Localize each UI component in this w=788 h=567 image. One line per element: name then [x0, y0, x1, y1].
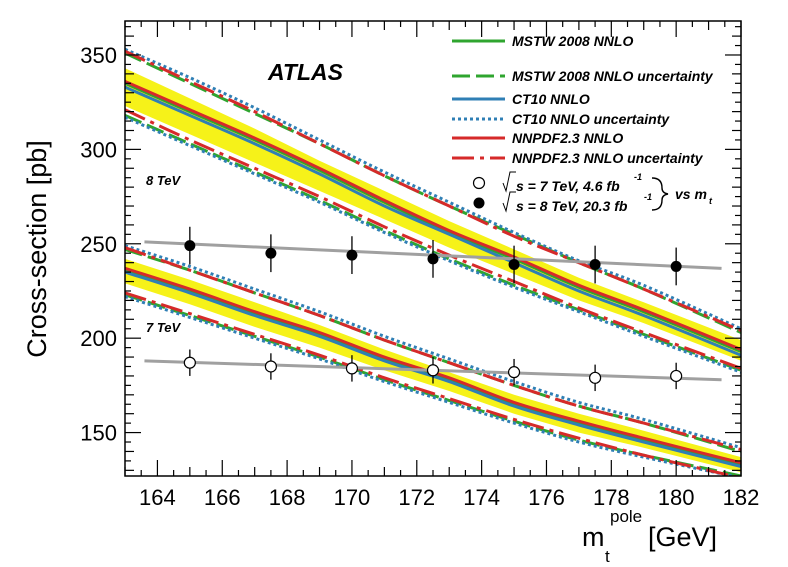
- x-axis-title-unit: [GeV]: [648, 522, 717, 552]
- data-point-s8-4: [508, 259, 520, 271]
- data-point-s7-6: [670, 369, 683, 383]
- legend-marker-8tev-filled-circle: [473, 197, 485, 209]
- legend-label-ct10-uncertainty: CT10 NNLO uncertainty: [512, 111, 670, 127]
- data-point-s8-1: [265, 247, 277, 259]
- x-tick-label: 166: [204, 485, 241, 510]
- legend-label-7tev-exponent: -1: [634, 172, 642, 182]
- data-point-s7-1: [264, 360, 277, 373]
- data-point-s7-2: [345, 362, 359, 375]
- curve-s7-mstw: [125, 268, 741, 467]
- curve-s8-nnpdf-dn: [125, 108, 741, 370]
- legend-label-mstw-uncertainty: MSTW 2008 NNLO uncertainty: [512, 68, 714, 84]
- legend-label-ct10: CT10 NNLO: [512, 91, 590, 107]
- theory-band-s7: [125, 258, 741, 473]
- curve-s8-mstw-dn: [125, 114, 741, 372]
- curve-s7-nnpdf-dn: [125, 291, 740, 476]
- y-tick-label: 150: [80, 421, 117, 446]
- x-axis-title-subscript: t: [605, 547, 610, 566]
- x-tick-label: 168: [269, 485, 306, 510]
- data-point-s8-6: [670, 260, 682, 272]
- data-point-s7-0: [183, 356, 196, 369]
- atlas-title: ATLAS: [267, 59, 344, 85]
- legend-label-8tev: s = 8 TeV, 20.3 fb: [516, 198, 628, 214]
- legend-label-mstw: MSTW 2008 NNLO: [512, 33, 633, 49]
- legend-label-nnpdf: NNPDF2.3 NNLO: [512, 130, 623, 146]
- data-points: [183, 226, 683, 392]
- legend-vs-text: vs m: [675, 186, 707, 202]
- x-tick-label: 164: [139, 485, 176, 510]
- y-tick-label: 350: [80, 43, 117, 68]
- x-tick-label: 182: [723, 485, 760, 510]
- curve-s7-nnpdf-up: [125, 246, 741, 452]
- axis-ticks: 164 166 168 170 172 174 176 178 180 182 150 200 250 3…: [80, 21, 759, 510]
- legend: MSTW 2008 NNLO MSTW 2008 NNLO uncertaint…: [452, 33, 714, 214]
- x-tick-label: 180: [658, 485, 695, 510]
- curve-s7-ct10-dn: [125, 295, 740, 476]
- legend-label-7tev: s = 7 TeV, 4.6 fb: [516, 178, 620, 194]
- legend-brace-icon: [651, 177, 669, 211]
- y-tick-label: 250: [80, 232, 117, 257]
- data-point-s8-5: [589, 259, 601, 271]
- curve-s8-nnpdf: [125, 80, 741, 351]
- data-point-s8-2: [346, 249, 358, 261]
- y-tick-label: 200: [80, 326, 117, 351]
- x-axis-title-superscript: pole: [610, 507, 642, 526]
- legend-label-8tev-exponent: -1: [644, 192, 652, 202]
- sqrt-sign-8tev-icon: [502, 191, 516, 213]
- y-axis-title: Cross-section [pb]: [22, 140, 52, 358]
- x-axis-title-m: m: [582, 522, 605, 552]
- x-tick-label: 176: [528, 485, 565, 510]
- x-axis-title: m pole t [GeV]: [582, 507, 717, 566]
- curve-s8-ct10-up: [125, 47, 741, 331]
- data-point-s8-3: [427, 253, 439, 265]
- curve-s7-ct10-up: [125, 244, 741, 450]
- data-point-s7-4: [507, 366, 521, 379]
- theory-curves: [125, 47, 741, 476]
- legend-label-nnpdf-uncertainty: NNPDF2.3 NNLO uncertainty: [512, 150, 704, 166]
- label-8tev: 8 TeV: [146, 173, 182, 188]
- curve-s8-ct10: [125, 85, 741, 357]
- x-tick-label: 170: [334, 485, 371, 510]
- data-point-s8-0: [184, 240, 196, 252]
- legend-marker-7tev-open-circle: [472, 176, 486, 190]
- y-tick-label: 300: [80, 137, 117, 162]
- sqrt-sign-7tev-icon: [502, 171, 516, 193]
- curve-s8-mstw: [125, 81, 741, 353]
- legend-vs-subscript: t: [709, 196, 713, 206]
- curve-s7-ct10: [125, 270, 741, 469]
- label-7tev: 7 TeV: [146, 320, 182, 335]
- data-point-s7-3: [426, 364, 440, 377]
- data-point-s7-5: [589, 371, 602, 384]
- x-tick-label: 174: [463, 485, 500, 510]
- x-tick-label: 172: [398, 485, 435, 510]
- curve-s8-nnpdf-up: [125, 49, 741, 332]
- x-tick-label: 178: [593, 485, 630, 510]
- curve-s8-ct10-dn: [125, 115, 741, 374]
